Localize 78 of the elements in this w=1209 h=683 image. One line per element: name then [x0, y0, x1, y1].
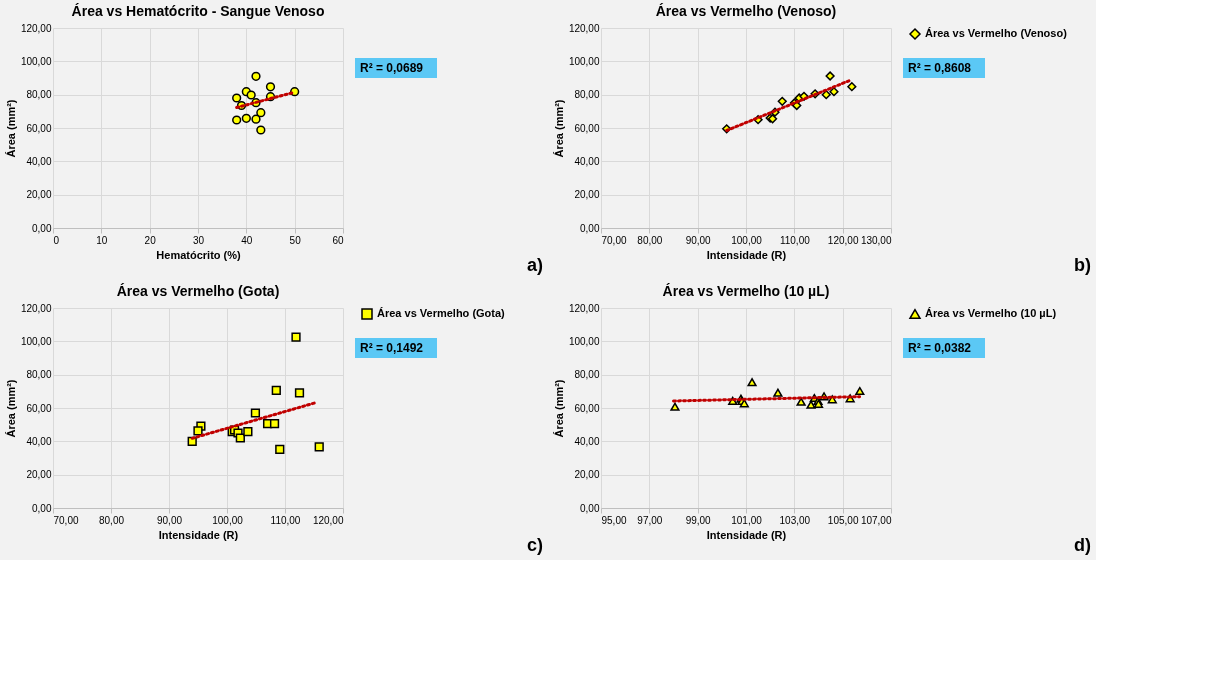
chart-title: Área vs Vermelho (Gota): [116, 283, 280, 299]
x-axis-title: Intensidade (R): [158, 528, 239, 541]
x-tick-label: 120,00: [312, 514, 344, 526]
y-tick-label: 120,00: [568, 302, 600, 314]
x-tick-label: 100,00: [731, 234, 763, 246]
x-tick-label: 20: [144, 234, 157, 246]
x-tick-label: 100,00: [212, 514, 244, 526]
y-axis-title: Área (mm²): [552, 379, 565, 438]
x-tick-label: 80,00: [98, 514, 125, 526]
text: R² = 0,0382: [908, 341, 972, 355]
legend-label: Área vs Vermelho (Venoso): [925, 27, 1068, 39]
x-tick-label: 70,00: [53, 514, 79, 526]
y-tick-label: 80,00: [26, 369, 52, 381]
x-tick-label: 120,00: [827, 234, 859, 246]
x-tick-label: 90,00: [156, 514, 183, 526]
y-tick-label: 40,00: [26, 435, 52, 447]
y-tick-label: 120,00: [568, 22, 600, 34]
x-tick-label: 103,00: [779, 514, 811, 526]
x-axis-title: Intensidade (R): [706, 528, 787, 541]
y-tick-label: 100,00: [568, 55, 600, 67]
y-tick-label: 0,00: [32, 502, 52, 514]
y-tick-label: 0,00: [580, 502, 600, 514]
y-axis-title: Área (mm²): [552, 99, 565, 158]
text: b): [1074, 255, 1091, 275]
y-tick-label: 60,00: [574, 402, 600, 414]
text: c): [526, 535, 543, 555]
y-axis-title: Área (mm²): [4, 99, 17, 158]
x-tick-label: 130,00: [860, 234, 892, 246]
x-tick-label: 50: [289, 234, 302, 246]
y-axis-title: Área (mm²): [4, 379, 17, 438]
y-tick-label: 20,00: [574, 469, 600, 481]
y-tick-label: 100,00: [568, 335, 600, 347]
text: R² = 0,0689: [360, 61, 424, 75]
x-tick-label: 90,00: [685, 234, 712, 246]
x-axis-title: Intensidade (R): [706, 248, 787, 261]
x-tick-label: 110,00: [779, 234, 811, 246]
chart-title: Área vs Hematócrito - Sangue Venoso: [71, 3, 325, 19]
x-tick-label: 101,00: [731, 514, 763, 526]
x-axis-title: Hematócrito (%): [156, 248, 242, 261]
legend-label: Área vs Vermelho (10 µL): [925, 307, 1057, 319]
y-tick-label: 100,00: [20, 335, 52, 347]
y-tick-label: 80,00: [574, 369, 600, 381]
x-tick-label: 60: [332, 234, 344, 246]
y-tick-label: 60,00: [574, 122, 600, 134]
x-tick-label: 107,00: [860, 514, 892, 526]
x-tick-label: 40: [241, 234, 253, 246]
chart-title: Área vs Vermelho (10 µL): [662, 283, 830, 299]
y-tick-label: 40,00: [574, 155, 600, 167]
x-tick-label: 97,00: [637, 514, 663, 526]
legend-label: Área vs Vermelho (Gota): [377, 307, 506, 319]
x-tick-label: 95,00: [601, 514, 627, 526]
y-tick-label: 120,00: [20, 302, 52, 314]
chart-title: Área vs Vermelho (Venoso): [655, 3, 837, 19]
text: d): [1074, 535, 1091, 555]
x-tick-label: 30: [192, 234, 205, 246]
text: R² = 0,1492: [360, 341, 424, 355]
text: R² = 0,8608: [908, 61, 972, 75]
y-tick-label: 0,00: [32, 222, 52, 234]
y-tick-label: 20,00: [26, 189, 52, 201]
y-tick-label: 80,00: [574, 89, 600, 101]
x-tick-label: 99,00: [685, 514, 712, 526]
y-tick-label: 20,00: [574, 189, 600, 201]
x-tick-label: 105,00: [827, 514, 859, 526]
x-tick-label: 80,00: [637, 234, 663, 246]
y-tick-label: 40,00: [574, 435, 600, 447]
x-tick-label: 0: [53, 234, 60, 246]
y-tick-label: 100,00: [20, 55, 52, 67]
y-tick-label: 40,00: [26, 155, 52, 167]
x-tick-label: 10: [96, 234, 108, 246]
y-tick-label: 60,00: [26, 122, 52, 134]
y-tick-label: 20,00: [26, 469, 52, 481]
y-tick-label: 120,00: [20, 22, 52, 34]
x-tick-label: 110,00: [270, 514, 301, 526]
text: a): [526, 255, 543, 275]
y-tick-label: 0,00: [580, 222, 600, 234]
y-tick-label: 60,00: [26, 402, 52, 414]
y-tick-label: 80,00: [26, 89, 52, 101]
x-tick-label: 70,00: [601, 234, 627, 246]
